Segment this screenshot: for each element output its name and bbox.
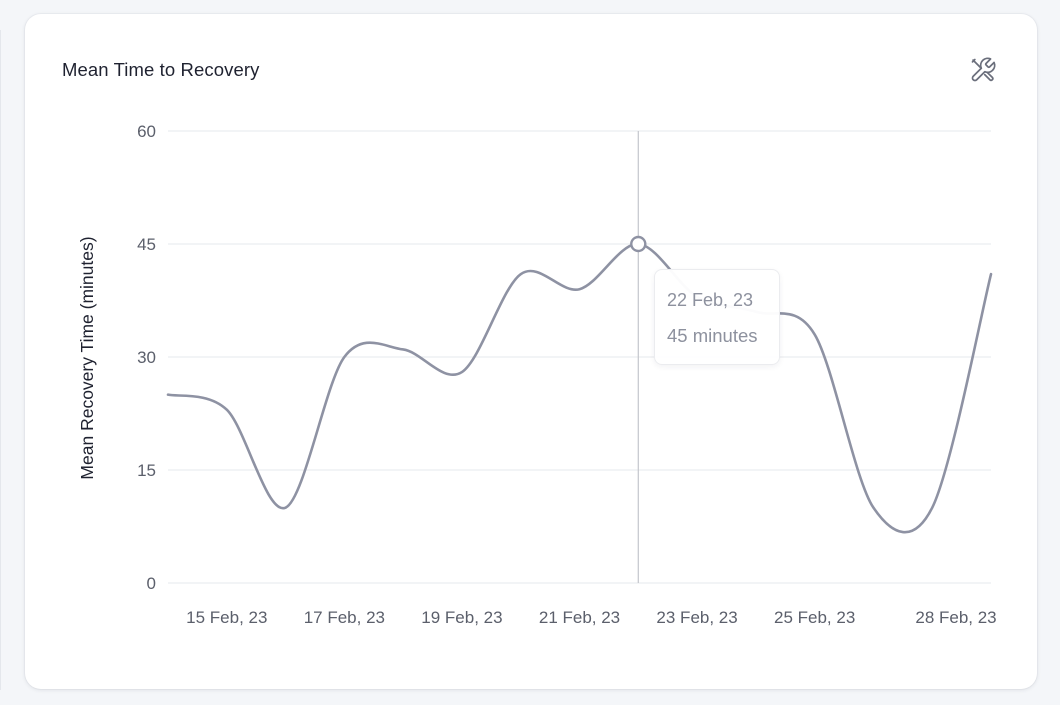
tools-icon: [971, 57, 996, 82]
x-tick-label: 25 Feb, 23: [774, 608, 855, 627]
series-line: [166, 242, 993, 534]
card-title: Mean Time to Recovery: [62, 59, 260, 80]
y-tick-label: 15: [137, 461, 156, 480]
x-tick-labels: 15 Feb, 23 17 Feb, 23 19 Feb, 23 21 Feb, 23…: [186, 608, 996, 627]
x-tick-label: 19 Feb, 23: [421, 608, 502, 627]
adjacent-panel-edge: [0, 30, 1, 690]
x-tick-label: 15 Feb, 23: [186, 608, 267, 627]
y-tick-label: 45: [137, 235, 156, 254]
chart-tools-button[interactable]: [968, 55, 998, 85]
y-tick-label: 30: [137, 348, 156, 367]
x-tick-label: 17 Feb, 23: [304, 608, 385, 627]
x-tick-label: 28 Feb, 23: [915, 608, 996, 627]
mttr-card: Mean Time to Recovery: [25, 14, 1037, 689]
y-axis-title: Mean Recovery Time (minutes): [77, 236, 97, 479]
highlighted-point[interactable]: [630, 235, 647, 253]
chart-tooltip: 22 Feb, 23 45 minutes: [654, 269, 780, 365]
tooltip-value: 45 minutes: [667, 325, 758, 346]
series-layer: [166, 242, 993, 534]
tooltip-date: 22 Feb, 23: [667, 290, 754, 310]
y-tick-labels: 0 15 30 45 60: [137, 122, 156, 593]
x-tick-label: 21 Feb, 23: [539, 608, 620, 627]
marker-layer: [630, 235, 647, 253]
y-tick-label: 60: [137, 122, 156, 141]
y-tick-label: 0: [147, 574, 156, 593]
x-tick-label: 23 Feb, 23: [656, 608, 737, 627]
grid-layer: [168, 130, 991, 584]
